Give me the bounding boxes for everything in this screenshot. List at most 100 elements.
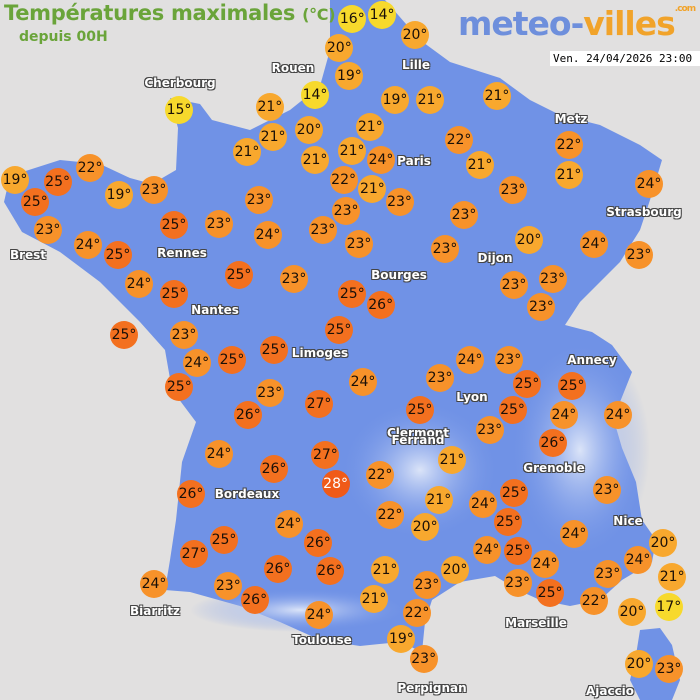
temperature-marker[interactable]: 23° [332,196,361,225]
temperature-marker[interactable]: 19° [387,625,416,653]
temperature-marker[interactable]: 24° [125,270,153,298]
temperature-marker[interactable]: 25° [160,280,188,308]
temperature-marker[interactable]: 25° [494,508,523,537]
temperature-marker[interactable]: 20° [411,512,440,541]
temperature-marker[interactable]: 23° [385,188,414,217]
temperature-marker[interactable]: 21° [555,161,583,189]
temperature-marker[interactable]: 26° [260,455,288,483]
temperature-marker[interactable]: 21° [338,137,367,166]
temperature-marker[interactable]: 27° [180,540,208,568]
temperature-marker[interactable]: 23° [450,201,478,229]
temperature-marker[interactable]: 23° [527,292,556,321]
temperature-marker[interactable]: 22° [76,154,104,182]
temperature-marker[interactable]: 24° [604,401,632,429]
temperature-marker[interactable]: 24° [580,230,608,258]
temperature-marker[interactable]: 25° [504,536,532,565]
temperature-marker[interactable]: 14° [368,1,397,29]
temperature-marker[interactable]: 26° [240,586,269,615]
temperature-marker[interactable]: 21° [301,145,329,174]
temperature-marker[interactable]: 23° [431,235,459,263]
temperature-marker[interactable]: 21° [466,151,494,179]
temperature-marker[interactable]: 26° [366,290,395,319]
temperature-marker[interactable]: 24° [469,490,498,518]
temperature-marker[interactable]: 25° [160,211,188,239]
temperature-marker[interactable]: 20° [625,650,653,678]
meteo-villes-logo[interactable]: meteo-villes.com [458,4,696,43]
temperature-marker[interactable]: 21° [371,556,399,584]
temperature-marker[interactable]: 23° [475,416,504,445]
temperature-marker[interactable]: 24° [182,348,211,377]
temperature-marker[interactable]: 25° [165,373,194,402]
temperature-marker[interactable]: 28° [321,469,350,498]
temperature-marker[interactable]: 24° [367,146,395,175]
temperature-marker[interactable]: 27° [305,390,333,418]
temperature-marker[interactable]: 21° [424,485,453,514]
temperature-marker[interactable]: 25° [406,396,434,424]
temperature-marker[interactable]: 15° [165,96,193,124]
temperature-marker[interactable]: 23° [500,271,528,299]
temperature-marker[interactable]: 24° [140,570,168,598]
temperature-marker[interactable]: 20° [515,226,543,254]
temperature-marker[interactable]: 19° [335,62,364,90]
temperature-marker[interactable]: 23° [308,216,337,245]
temperature-marker[interactable]: 19° [1,165,29,194]
temperature-marker[interactable]: 20° [295,116,323,145]
temperature-marker[interactable]: 24° [624,546,652,574]
temperature-marker[interactable]: 20° [649,529,677,557]
temperature-marker[interactable]: 25° [325,316,353,344]
temperature-marker[interactable]: 23° [494,346,523,375]
temperature-marker[interactable]: 24° [456,346,484,374]
temperature-marker[interactable]: 21° [438,446,466,474]
temperature-marker[interactable]: 23° [255,379,284,408]
temperature-marker[interactable]: 25° [513,370,541,399]
temperature-marker[interactable]: 17° [654,593,683,621]
temperature-marker[interactable]: 23° [503,568,532,597]
temperature-marker[interactable]: 23° [345,230,373,258]
temperature-marker[interactable]: 26° [264,555,292,583]
temperature-marker[interactable]: 23° [409,645,438,674]
temperature-marker[interactable]: 14° [301,81,329,109]
temperature-marker[interactable]: 26° [315,556,344,585]
temperature-marker[interactable]: 23° [538,264,567,293]
temperature-marker[interactable]: 21° [259,122,288,151]
temperature-marker[interactable]: 22° [366,461,394,489]
temperature-marker[interactable]: 24° [349,368,377,396]
temperature-marker[interactable]: 23° [426,364,454,392]
temperature-marker[interactable]: 25° [225,261,253,289]
temperature-marker[interactable]: 21° [416,86,444,114]
temperature-marker[interactable]: 21° [233,137,261,166]
temperature-marker[interactable]: 21° [658,563,687,591]
temperature-marker[interactable]: 21° [255,92,284,121]
temperature-marker[interactable]: 24° [560,520,588,548]
temperature-marker[interactable]: 23° [655,655,683,683]
temperature-marker[interactable]: 23° [34,216,62,244]
temperature-marker[interactable]: 20° [325,33,354,62]
temperature-marker[interactable]: 20° [618,598,646,626]
temperature-marker[interactable]: 26° [234,400,263,429]
temperature-marker[interactable]: 23° [214,571,243,600]
temperature-marker[interactable]: 22° [329,166,358,195]
temperature-marker[interactable]: 23° [625,241,653,269]
temperature-marker[interactable]: 24° [275,510,303,538]
temperature-marker[interactable]: 24° [205,440,233,468]
temperature-marker[interactable]: 23° [140,176,168,204]
temperature-marker[interactable]: 19° [381,86,409,114]
temperature-marker[interactable]: 25° [218,346,246,374]
temperature-marker[interactable]: 16° [338,4,367,33]
temperature-marker[interactable]: 21° [360,585,388,613]
temperature-marker[interactable]: 23° [593,476,621,504]
temperature-marker[interactable]: 27° [311,441,340,470]
temperature-marker[interactable]: 26° [538,428,567,457]
temperature-marker[interactable]: 24° [549,400,578,429]
temperature-marker[interactable]: 23° [499,176,527,204]
temperature-marker[interactable]: 23° [280,265,308,293]
temperature-marker[interactable]: 25° [110,321,138,349]
temperature-marker[interactable]: 26° [304,528,333,557]
temperature-marker[interactable]: 23° [245,186,273,214]
temperature-marker[interactable]: 26° [177,480,205,508]
temperature-marker[interactable]: 21° [356,113,385,142]
temperature-marker[interactable]: 23° [170,321,198,349]
temperature-marker[interactable]: 24° [254,221,282,249]
temperature-marker[interactable]: 25° [104,241,132,269]
temperature-marker[interactable]: 21° [358,175,387,204]
